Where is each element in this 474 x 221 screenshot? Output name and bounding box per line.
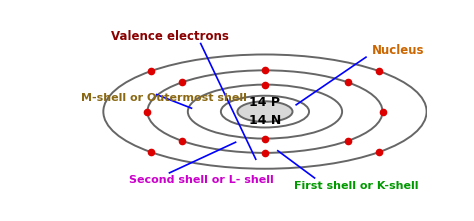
Text: Second shell or L- shell: Second shell or L- shell	[129, 175, 274, 185]
Text: First shell or K-shell: First shell or K-shell	[294, 181, 419, 191]
Text: Nucleus: Nucleus	[372, 44, 424, 57]
Text: Valence electrons: Valence electrons	[110, 30, 228, 43]
Ellipse shape	[237, 101, 292, 122]
Text: 14 P
14 N: 14 P 14 N	[249, 96, 281, 127]
Text: M-shell or Outermost shell: M-shell or Outermost shell	[82, 93, 247, 103]
